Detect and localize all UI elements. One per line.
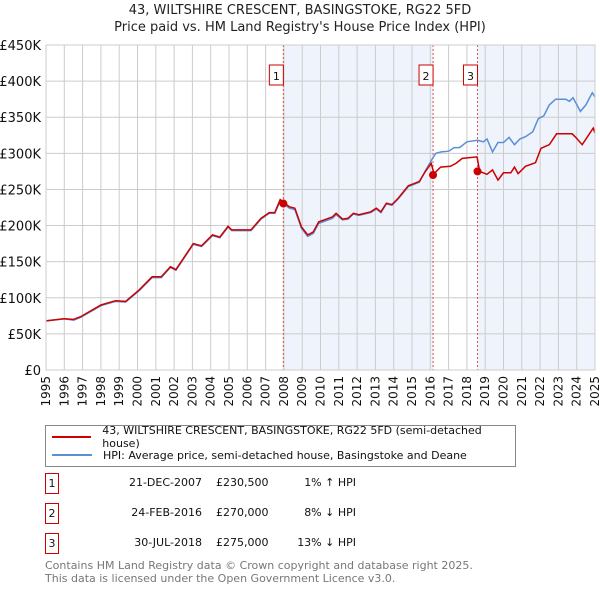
chart-subtitle: Price paid vs. HM Land Registry's House …	[114, 20, 486, 35]
x-tick-label: 1998	[94, 376, 108, 407]
y-tick-label: £150K	[0, 256, 41, 271]
x-tick-label: 2002	[167, 376, 181, 407]
x-tick-label: 2003	[185, 376, 199, 407]
chart-legend: 43, WILTSHIRE CRESCENT, BASINGSTOKE, RG2…	[45, 424, 516, 467]
sale-date: 24-FEB-2016	[131, 506, 202, 519]
chart-title: 43, WILTSHIRE CRESCENT, BASINGSTOKE, RG2…	[128, 3, 472, 18]
sale-point	[429, 171, 438, 179]
y-tick-label: £250K	[0, 183, 41, 198]
x-tick-label: 2012	[350, 376, 364, 407]
sale-date: 30-JUL-2018	[134, 536, 202, 549]
x-tick-label: 2023	[551, 376, 565, 407]
x-tick-label: 2010	[314, 376, 328, 407]
y-tick-label: £200K	[0, 220, 41, 235]
x-tick-label: 1999	[112, 376, 126, 407]
x-tick-label: 2020	[497, 376, 511, 407]
x-tick-label: 2018	[460, 376, 474, 407]
x-tick-label: 1996	[57, 376, 71, 407]
x-tick-label: 2009	[295, 376, 309, 407]
x-tick-label: 2005	[222, 376, 236, 407]
sale-hpi-diff: 1% ↑ HPI	[304, 476, 356, 489]
plot-frame	[45, 44, 596, 371]
legend-label-property: 43, WILTSHIRE CRESCENT, BASINGSTOKE, RG2…	[102, 424, 482, 450]
sale-price: £270,000	[216, 506, 269, 519]
y-tick-label: £50K	[8, 328, 42, 343]
x-tick-label: 2008	[277, 376, 291, 407]
y-tick-label: £350K	[0, 111, 41, 126]
sale-row: 1 21-DEC-2007 £230,500 1% ↑ HPI	[45, 473, 445, 494]
sale-point	[473, 167, 482, 176]
sale-marker-badge	[418, 64, 434, 86]
x-tick-label: 2007	[259, 376, 273, 407]
price-chart: 1995 1996 1997 1998 1999 2000 2001 2002 2003 2004…	[0, 39, 600, 407]
x-tick-label: 2016	[423, 376, 437, 407]
x-tick-label: 2015	[405, 376, 419, 407]
x-tick-label: 2000	[131, 376, 145, 407]
x-tick-label: 2019	[478, 376, 492, 407]
legend-item-hpi: HPI: Average price, semi-detached house,…	[52, 447, 467, 463]
legend-item-property: 43, WILTSHIRE CRESCENT, BASINGSTOKE, RG2…	[52, 424, 515, 450]
sale-marker-badge	[268, 64, 284, 86]
sale-marker-label: 1	[273, 70, 280, 83]
x-tick-label: 2021	[515, 376, 529, 407]
x-tick-label: 2013	[368, 376, 382, 407]
sale-hpi-diff: 8% ↓ HPI	[304, 506, 356, 519]
sale-marker-label: 3	[467, 70, 474, 83]
sale-point	[279, 199, 288, 208]
x-tick-label: 2014	[387, 376, 401, 407]
legend-label-hpi: HPI: Average price, semi-detached house,…	[103, 448, 467, 462]
sale-row: 3 30-JUL-2018 £275,000 13% ↓ HPI	[45, 533, 445, 554]
x-tick-label: 2011	[332, 376, 346, 407]
footer-licence: This data is licensed under the Open Gov…	[45, 572, 396, 585]
x-tick-label: 2025	[588, 376, 600, 407]
footer-copyright: Contains HM Land Registry data © Crown c…	[45, 559, 473, 572]
x-tick-label: 2022	[533, 376, 547, 407]
sale-date: 21-DEC-2007	[128, 476, 202, 489]
x-tick-label: 2001	[149, 376, 163, 407]
legend-swatch-property	[52, 436, 92, 438]
x-tick-label: 1997	[76, 376, 90, 407]
sale-number-badge: 3	[45, 533, 59, 554]
x-tick-label: 2006	[240, 376, 254, 407]
y-tick-label: £0	[24, 364, 41, 379]
y-tick-label: £300K	[0, 147, 41, 162]
y-tick-label: £100K	[0, 292, 41, 307]
y-tick-label: £450K	[0, 39, 41, 54]
series-line-property	[45, 126, 596, 322]
sale-row: 2 24-FEB-2016 £270,000 8% ↓ HPI	[45, 503, 445, 524]
y-tick-label: £400K	[0, 75, 41, 90]
sale-hpi-diff: 13% ↓ HPI	[297, 536, 356, 549]
legend-swatch-hpi	[52, 454, 92, 456]
x-tick-label: 2004	[204, 376, 218, 407]
sale-number-badge: 1	[45, 473, 59, 494]
sale-price: £275,000	[216, 536, 269, 549]
sale-number-badge: 2	[45, 503, 59, 524]
x-tick-label: 2024	[570, 376, 584, 407]
x-tick-label: 1995	[39, 376, 53, 407]
shaded-region	[477, 45, 595, 370]
sale-marker-label: 2	[423, 70, 430, 83]
sale-marker-badge	[463, 64, 479, 86]
x-tick-label: 2017	[442, 376, 456, 407]
shaded-region	[283, 45, 434, 370]
sale-price: £230,500	[216, 476, 269, 489]
